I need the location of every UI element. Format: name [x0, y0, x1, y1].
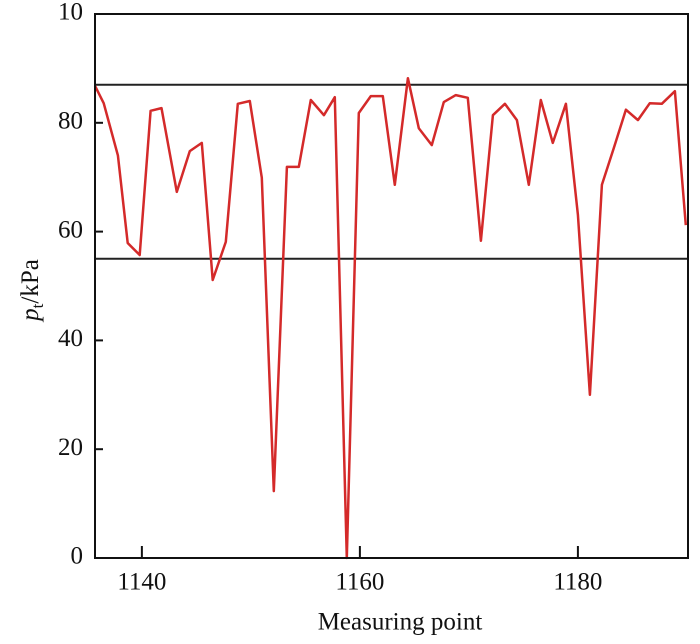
y-tick-label: 20	[58, 434, 83, 461]
y-tick-label: 40	[58, 325, 83, 352]
y-tick-label: 80	[58, 108, 83, 135]
y-tick-label: 10	[58, 0, 83, 26]
x-tick-label: 1180	[553, 569, 602, 596]
x-axis-label: Measuring point	[318, 609, 483, 636]
y-label-unit: /kPa	[17, 259, 44, 303]
x-tick-label: 1160	[335, 569, 384, 596]
y-tick-label: 0	[71, 543, 84, 570]
y-axis-label: pt/kPa	[17, 259, 47, 323]
y-tick-label: 60	[58, 216, 83, 243]
y-label-symbol: p	[17, 308, 44, 323]
y-label-subscript: t	[28, 303, 47, 308]
x-tick-label: 1140	[117, 569, 166, 596]
plot-frame	[94, 13, 689, 559]
data-line	[93, 76, 688, 560]
